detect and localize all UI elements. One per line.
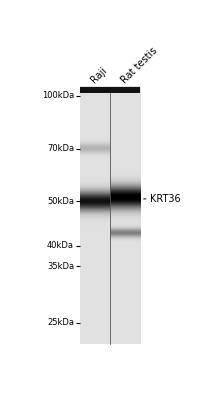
Text: 35kDa: 35kDa [47, 262, 74, 270]
Text: KRT36: KRT36 [150, 194, 180, 204]
Text: 25kDa: 25kDa [47, 318, 74, 327]
Text: 40kDa: 40kDa [47, 241, 74, 250]
Bar [79, 86, 109, 344]
Bar [79, 86, 109, 344]
Bar [109, 86, 139, 93]
Bar [79, 86, 109, 93]
Bar [109, 86, 139, 344]
Text: Raji: Raji [89, 65, 109, 85]
Text: 100kDa: 100kDa [42, 91, 74, 100]
Text: Rat testis: Rat testis [119, 45, 159, 85]
Bar [109, 86, 139, 344]
Text: 70kDa: 70kDa [47, 144, 74, 153]
Text: 50kDa: 50kDa [47, 196, 74, 206]
